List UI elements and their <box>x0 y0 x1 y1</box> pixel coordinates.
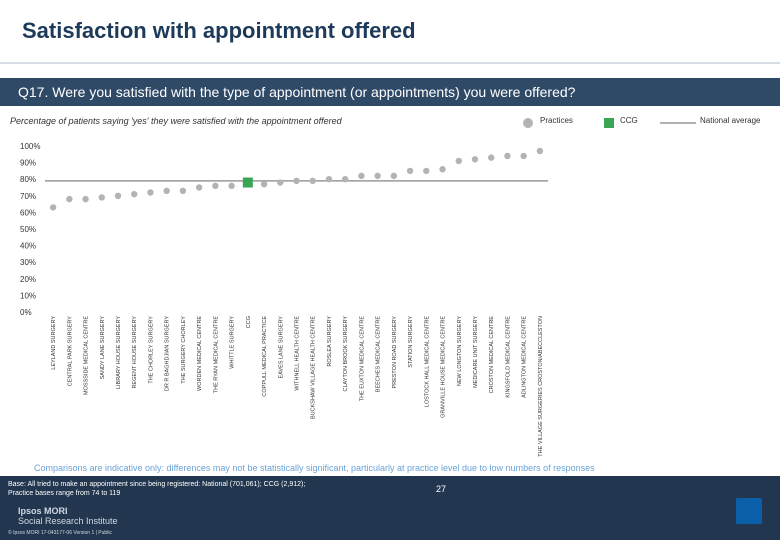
practice-point <box>358 172 365 180</box>
legend-national-label: National average <box>700 116 761 125</box>
practice-point <box>536 147 544 155</box>
practice-point <box>66 195 73 203</box>
practice-point <box>504 152 511 160</box>
legend-practices-label: Practices <box>540 116 573 125</box>
category-label: CROSTON MEDICAL CENTRE <box>489 316 495 394</box>
practice-point <box>98 194 105 201</box>
practice-point <box>341 176 349 183</box>
category-label: CENTRAL PARK SURGERY <box>67 316 73 387</box>
practice-point <box>260 180 268 188</box>
category-label: CLAYTON BROOK SURGERY <box>343 316 349 392</box>
category-label: THE CHORLEY SURGERY <box>148 316 154 384</box>
category-label: THE RYAN MEDICAL CENTRE <box>213 316 219 394</box>
category-label: THE SURGERY CHORLEY <box>181 316 187 384</box>
practice-point <box>228 182 235 190</box>
practice-point <box>179 187 187 195</box>
category-label: THE VILLAGE SURGERIES CROSTON/ABECCLESTO… <box>538 316 544 457</box>
chart-subtitle: Percentage of patients saying 'yes' they… <box>10 116 342 126</box>
ipsos-brand-icon <box>736 498 762 524</box>
question-text: Q17. Were you satisfied with the type of… <box>18 84 576 100</box>
category-label: KINGSFOLD MEDICAL CENTRE <box>505 316 511 398</box>
category-label: EAVES LANE SURGERY <box>278 316 284 379</box>
page-title: Satisfaction with appointment offered <box>22 18 416 43</box>
page-number: 27 <box>436 484 447 494</box>
practice-point <box>309 177 316 185</box>
practice-point <box>520 152 527 160</box>
practice-point <box>374 172 381 180</box>
practice-point <box>131 190 138 198</box>
practice-point <box>293 177 300 185</box>
practice-point <box>488 154 495 161</box>
category-label: SANDY LANE SURGERY <box>100 316 106 380</box>
y-tick-label: 50% <box>20 225 36 234</box>
logo-line2: Social Research Institute <box>18 516 118 526</box>
category-label: ROSLEA SURGERY <box>327 316 333 367</box>
practice-point <box>195 184 203 191</box>
practice-point <box>471 156 479 163</box>
comparison-footnote: Comparisons are indicative only: differe… <box>34 463 595 473</box>
y-tick-label: 30% <box>20 258 36 267</box>
category-label: CCG <box>246 316 252 328</box>
y-tick-label: 0% <box>20 308 32 317</box>
base-note-line2: Practice bases range from 74 to 119 <box>8 490 121 497</box>
y-tick-label: 100% <box>20 142 40 151</box>
y-tick-label: 40% <box>20 242 36 251</box>
practice-point <box>82 195 89 203</box>
ipsos-logo: Ipsos MORI Social Research Institute <box>18 506 118 526</box>
practice-point <box>390 172 398 180</box>
category-label: WHITTLE SURGERY <box>230 316 236 369</box>
y-tick-label: 80% <box>20 175 36 184</box>
ccg-marker <box>242 177 253 188</box>
practice-point <box>439 166 446 173</box>
category-label: LIBRARY HOUSE SURGERY <box>116 316 122 389</box>
base-note-line1: Base: All tried to make an appointment s… <box>8 481 306 488</box>
legend-ccg-label: CCG <box>620 116 638 125</box>
y-tick-label: 90% <box>20 159 36 168</box>
category-label: MOSSSIDE MEDICAL CENTRE <box>84 316 90 395</box>
practice-point <box>212 182 219 190</box>
practice-point <box>455 157 462 165</box>
category-label: LOSTOCK HALL MEDICAL CENTRE <box>424 316 430 408</box>
category-label: PRESTON ROAD SURGERY <box>392 316 398 389</box>
category-label: COPPULL MEDICAL PRACTICE <box>262 316 268 397</box>
category-label: STATION SURGERY <box>408 316 414 368</box>
question-banner: Q17. Were you satisfied with the type of… <box>0 78 780 106</box>
y-tick-label: 60% <box>20 208 36 217</box>
legend-ccg-marker <box>604 118 614 128</box>
y-tick-label: 20% <box>20 275 36 284</box>
category-label: BEECHES MEDICAL CENTRE <box>376 316 382 393</box>
practice-point <box>147 189 154 196</box>
base-note: Base: All tried to make an appointment s… <box>8 480 305 498</box>
category-label: THE EUXTON MEDICAL CENTRE <box>359 316 365 402</box>
practice-point <box>163 187 170 195</box>
category-label: NEW LONGTON SURGERY <box>457 316 463 386</box>
category-label: MEDICARE UNIT SURGERY <box>473 316 479 388</box>
category-label: REGENT HOUSE SURGERY <box>132 316 138 389</box>
version-text: © Ipsos MORI 17-043177-06 Version 1 | Pu… <box>8 530 112 536</box>
y-tick-label: 70% <box>20 192 36 201</box>
practice-point <box>325 176 333 183</box>
category-label: GRANVILLE HOUSE MEDICAL CENTRE <box>441 316 447 418</box>
legend-practices-marker <box>523 118 533 128</box>
category-label: WORDEN MEDICAL CENTRE <box>197 316 203 391</box>
practice-point <box>277 179 284 186</box>
base-footer: Base: All tried to make an appointment s… <box>0 476 780 540</box>
category-label: BUCKSHAW VILLAGE HEALTH CENTRE <box>311 316 317 419</box>
practice-point <box>49 204 57 211</box>
category-label: DR R BAGHDJIAN SURGERY <box>165 316 171 391</box>
practice-point <box>114 192 122 199</box>
logo-line1: Ipsos MORI <box>18 506 68 516</box>
category-label: WITHNELL HEALTH CENTRE <box>295 316 301 391</box>
practice-point <box>423 167 430 175</box>
header-bar: Satisfaction with appointment offered <box>0 0 780 64</box>
category-label: LEYLAND SURGERY <box>51 316 57 370</box>
y-tick-label: 10% <box>20 291 36 300</box>
category-label: ADLINGTON MEDICAL CENTRE <box>522 316 528 398</box>
practice-point <box>406 167 414 175</box>
chart-svg: 0% 10% 20% 30% 40% 50% 60% 70% 80% 90% 100% LEYLAND… <box>20 118 696 457</box>
